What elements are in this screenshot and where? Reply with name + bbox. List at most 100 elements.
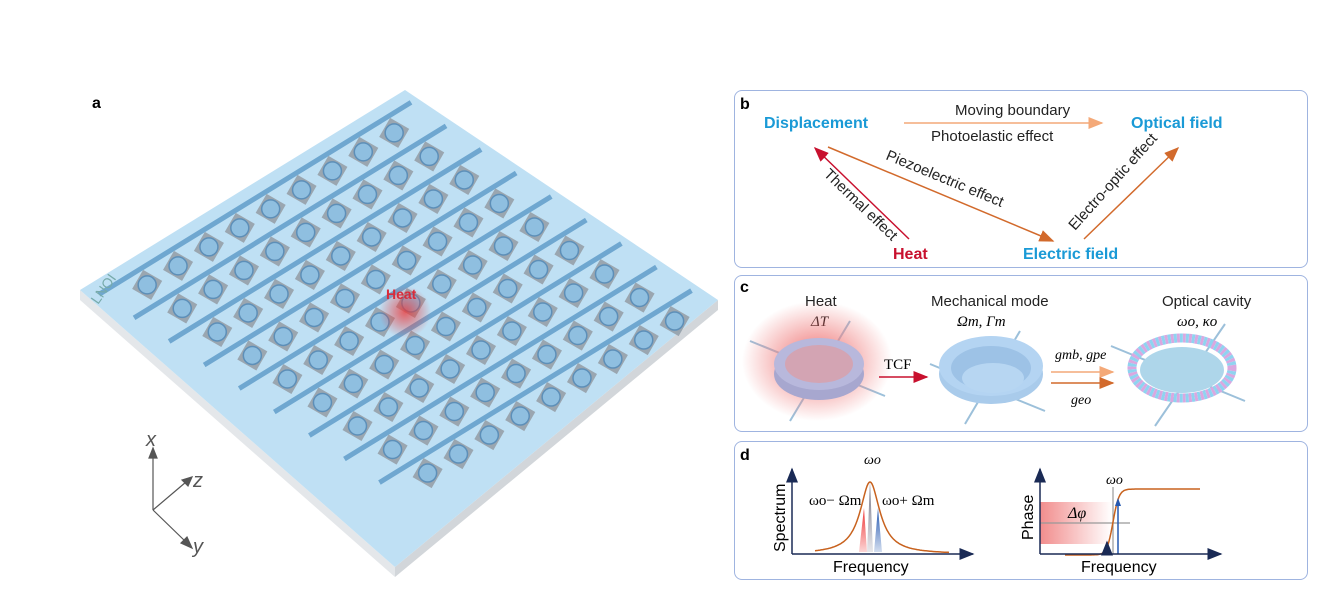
arrow-piezoelectric	[827, 146, 1055, 242]
arrow-thermal	[813, 146, 910, 240]
microring-resonator	[326, 203, 347, 224]
upper-sideband	[874, 508, 882, 552]
microring-resonator	[300, 265, 320, 285]
microring-resonator	[331, 246, 351, 266]
edge-piezoelectric: Piezoelectric effect	[883, 147, 1006, 211]
microring-resonator	[374, 354, 394, 375]
microring-resonator	[382, 439, 403, 460]
microring-resonator	[269, 284, 289, 304]
edge-moving-boundary: Moving boundary	[955, 102, 1071, 119]
waveguide-bus	[132, 123, 448, 321]
microring-resonator	[234, 260, 254, 281]
tcf-label: TCF	[884, 357, 912, 373]
microring-resonator	[308, 350, 329, 370]
panel-b: b Displacement Optical field Heat Electr…	[734, 90, 1308, 268]
arrow-electro-optic	[1083, 146, 1180, 240]
spectrum-peak-label: ωo	[864, 453, 881, 468]
waveguide-bus	[343, 264, 658, 462]
microring-resonator	[458, 212, 479, 233]
microring-resonator	[273, 326, 293, 347]
microring-resonator	[537, 344, 557, 365]
microring-resonator	[559, 240, 580, 261]
microring-resonator	[417, 463, 438, 483]
waveguide-bus	[378, 288, 693, 485]
upper-sideband-label: ωo+ Ωm	[882, 493, 935, 509]
node-optical-field: Optical field	[1131, 115, 1223, 132]
microring-resonator	[392, 208, 413, 228]
mech-title: Mechanical mode	[931, 293, 1049, 310]
microring-resonator	[528, 259, 549, 280]
axis-y-label: y	[191, 536, 204, 558]
axis-z-label: z	[192, 470, 203, 492]
microring-resonator	[462, 255, 483, 275]
microring-resonator	[322, 161, 343, 181]
microring-resonator	[347, 416, 368, 436]
microring-resonator	[168, 256, 188, 276]
microring-resonator	[199, 237, 219, 257]
microring-resonator	[423, 189, 444, 209]
phase-xlabel: Frequency	[1081, 559, 1157, 576]
microring-resonator	[413, 420, 434, 441]
microring-resonator	[388, 165, 409, 186]
microring-resonator	[603, 349, 623, 369]
microring-resonator	[432, 274, 452, 294]
microring-resonator	[137, 275, 157, 295]
microring-resonator	[493, 236, 514, 256]
microring-resonator	[242, 345, 263, 366]
microring-resonator	[510, 406, 530, 426]
microring-resonator	[427, 231, 448, 252]
microring-resonator	[572, 368, 592, 388]
panel-a-label: a	[92, 95, 101, 112]
edge-photoelastic: Photoelastic effect	[931, 128, 1054, 145]
microring-resonator	[265, 241, 285, 262]
panel-d-label: d	[740, 447, 750, 464]
waveguide-bus	[167, 147, 483, 344]
microring-resonator	[343, 373, 364, 394]
lower-sideband	[859, 508, 867, 552]
microring-resonator	[563, 283, 584, 303]
microring-resonator	[448, 444, 469, 464]
microring-resonator	[203, 279, 223, 300]
spectrum-xlabel: Frequency	[833, 559, 909, 576]
microring-resonator	[230, 218, 250, 238]
node-displacement: Displacement	[764, 115, 869, 132]
node-heat: Heat	[893, 246, 928, 263]
microring-resonator	[378, 397, 399, 417]
blue-probe-arrowhead	[1115, 498, 1121, 506]
opt-subtitle: ωo, κo	[1177, 314, 1218, 330]
node-electric-field: Electric field	[1023, 246, 1118, 263]
microring-resonator	[533, 302, 553, 322]
heat-glow	[379, 286, 431, 338]
microring-resonator	[172, 298, 192, 319]
microring-resonator	[361, 227, 382, 247]
phase-peak-label: ωo	[1106, 473, 1123, 488]
microring-resonator	[629, 287, 650, 308]
microring-resonator	[568, 325, 588, 346]
microring-resonator	[277, 369, 298, 389]
microring-resonator	[295, 222, 316, 243]
microring-resonator	[304, 307, 324, 328]
microring-resonator	[633, 330, 654, 350]
edge-electro-optic: Electro-optic effect	[1065, 130, 1161, 234]
carrier-line	[867, 482, 873, 552]
panel-a-chip-illustration: a LNOI Heat x z y	[80, 90, 718, 577]
panel-b-label: b	[740, 96, 750, 113]
g-bottom-label: geo	[1071, 393, 1091, 408]
heat-label: Heat	[386, 286, 417, 302]
waveguide-bus	[97, 100, 413, 297]
microring-resonator	[366, 269, 386, 290]
microring-resonator	[467, 297, 487, 318]
microring-resonator	[207, 322, 228, 342]
microring-resonator	[405, 335, 425, 356]
microring-resonator	[238, 303, 258, 323]
mechanical-resonator	[929, 330, 1046, 425]
microring-resonator	[524, 217, 545, 237]
phase-delta-label: Δφ	[1067, 505, 1086, 522]
microring-resonator	[475, 382, 495, 403]
microring-resonator	[598, 306, 619, 327]
phase-ylabel: Phase	[1020, 495, 1037, 540]
edge-thermal: Thermal effect	[820, 166, 901, 245]
microring-resonator	[444, 401, 465, 422]
microring-resonator	[479, 425, 500, 445]
microring-resonator	[357, 184, 378, 205]
